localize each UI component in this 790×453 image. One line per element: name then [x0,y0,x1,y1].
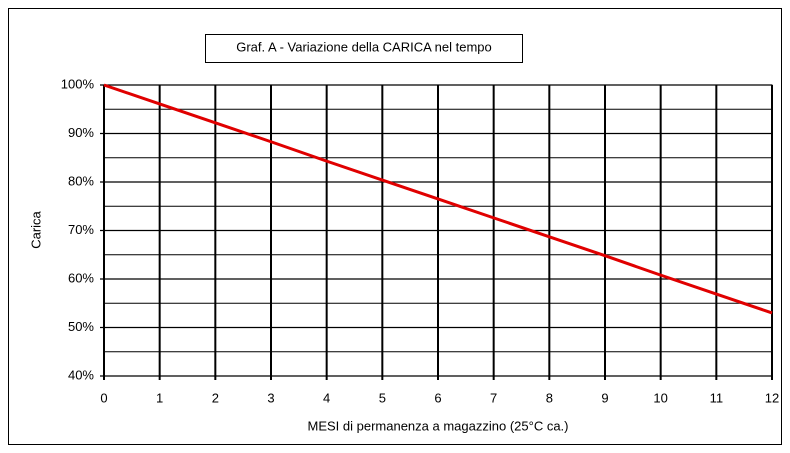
y-axis-label: Carica [28,210,43,248]
x-tick-label: 0 [100,390,107,405]
x-tick-label: 9 [601,390,608,405]
x-tick-label: 10 [653,390,667,405]
x-tick-label: 7 [490,390,497,405]
y-tick-label: 100% [61,76,95,91]
data-line [103,83,773,315]
x-tick-label: 4 [323,390,330,405]
x-tick-label: 2 [212,390,219,405]
y-tick-label: 40% [68,367,94,382]
x-axis-label: MESI di permanenza a magazzino (25°C ca.… [308,418,569,433]
y-tick-label: 90% [68,125,94,140]
y-tick-label: 80% [68,173,94,188]
y-tick-label: 70% [68,222,94,237]
x-tick-label: 12 [765,390,779,405]
y-tick-label: 60% [68,270,94,285]
x-tick-label: 1 [156,390,163,405]
chart-title: Graf. A - Variazione della CARICA nel te… [236,39,492,54]
x-tick-label: 3 [267,390,274,405]
x-tick-label: 5 [379,390,386,405]
x-tick-label: 8 [546,390,553,405]
x-tick-label: 11 [710,390,724,405]
y-tick-label: 50% [68,319,94,334]
title-box [205,34,523,63]
x-tick-label: 6 [434,390,441,405]
